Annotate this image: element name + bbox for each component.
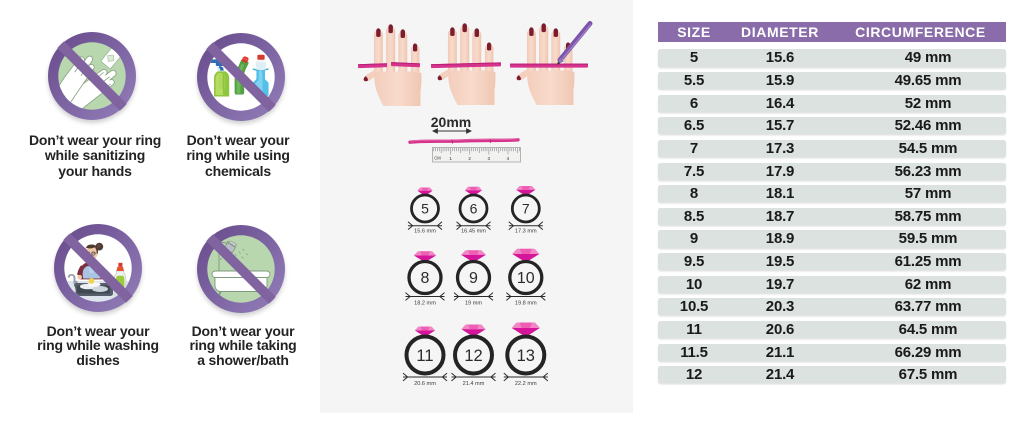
svg-text:4: 4 [507,156,510,161]
svg-text:20.6 mm: 20.6 mm [414,381,436,387]
svg-text:9: 9 [469,270,478,287]
svg-text:19 mm: 19 mm [465,301,482,307]
svg-text:15.6 mm: 15.6 mm [414,229,436,235]
svg-text:2: 2 [468,156,471,161]
svg-text:5: 5 [421,200,429,216]
svg-text:18.2 mm: 18.2 mm [414,301,436,307]
svg-text:12: 12 [464,347,482,365]
svg-text:CM: CM [434,156,441,161]
svg-text:8: 8 [421,270,430,287]
svg-text:1: 1 [449,156,452,161]
svg-text:19.8 mm: 19.8 mm [515,301,537,307]
svg-text:16.45 mm: 16.45 mm [461,229,486,235]
svg-text:17.3 mm: 17.3 mm [515,229,537,235]
svg-text:6: 6 [470,200,478,216]
svg-text:21.4 mm: 21.4 mm [463,381,485,387]
svg-text:11: 11 [416,347,433,365]
svg-text:10: 10 [517,270,535,287]
svg-text:7: 7 [522,200,530,216]
svg-text:3: 3 [488,156,491,161]
svg-text:13: 13 [517,347,535,365]
svg-text:22.2 mm: 22.2 mm [515,381,537,387]
